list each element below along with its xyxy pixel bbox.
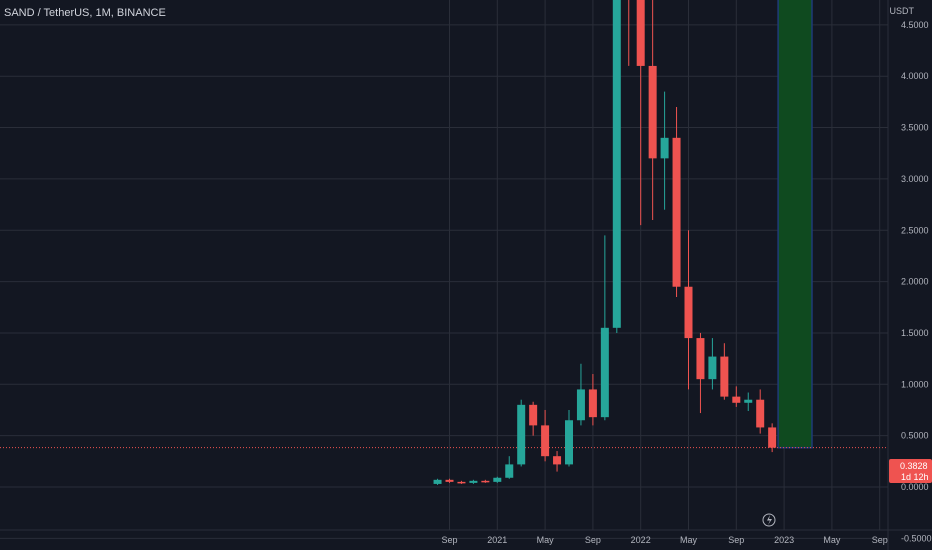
candle [565,409,573,467]
candle [541,409,550,462]
candle [720,343,729,400]
candle-body [648,65,657,159]
candle-body [541,425,550,457]
price-badge-value: 0.3828 [900,461,928,471]
projection-box[interactable] [777,0,813,449]
candle [588,374,597,426]
price-badge-countdown: 1d 12h [901,472,929,482]
candle-body [517,404,526,465]
y-tick-label: 0.0000 [901,482,929,492]
x-tick-label: Sep [728,535,744,545]
y-tick-label: 1.0000 [901,379,929,389]
candle-body [469,480,478,483]
candle [433,478,442,485]
x-tick-label: 2021 [487,535,507,545]
candle [445,478,454,483]
candle-body [445,479,454,482]
candle [529,401,538,436]
x-tick-label: Sep [441,535,457,545]
candle-body [660,137,669,159]
y-tick-label: -0.5000 [901,533,932,543]
x-tick-label: 2022 [631,535,651,545]
y-tick-label: 0.5000 [901,431,929,441]
x-tick-label: Sep [585,535,601,545]
candle [457,480,466,484]
price-badge-bg [889,459,932,483]
candle-body [696,338,705,380]
candle [684,230,693,390]
candle [493,476,502,483]
candle-body [433,479,442,484]
candle [696,332,705,414]
candle [553,451,562,472]
candle-body [553,456,562,465]
candle-body [600,327,609,418]
candle-body [565,420,573,465]
candle-body [481,480,490,483]
candle [612,0,621,333]
time-axis[interactable]: Sep 2021 May Sep 2022 May Sep 2023 May Sep [441,535,887,545]
candle [708,338,717,390]
x-tick-label: 2023 [774,535,794,545]
y-tick-label: 2.0000 [901,277,929,287]
candle-body [720,356,729,397]
lightning-icon[interactable] [762,513,776,527]
x-tick-label: May [680,535,698,545]
candle-body [576,389,585,421]
candle [744,392,753,412]
candle [517,399,526,467]
candle-body [493,477,502,482]
y-tick-label: 3.5000 [901,123,929,133]
candle-body [529,404,538,426]
candle [576,363,585,426]
candle-body [732,396,741,403]
candle-body [768,427,777,448]
price-axis[interactable]: -0.5000 0.0000 0.5000 1.0000 1.5000 2.0000 2.5… [901,0,932,543]
candle [505,456,514,479]
axis-unit-label: USDT [889,6,915,16]
candle [636,0,645,226]
candle-body [756,399,765,428]
candle [469,479,478,484]
y-tick-label: 3.0000 [901,174,929,184]
candle [628,0,630,66]
candle-body [588,389,597,418]
candles [433,0,777,485]
candle-body [636,0,645,66]
candle-body [684,286,693,339]
candle [600,235,609,421]
candle-body [708,356,717,380]
projection-rectangle[interactable] [777,0,813,449]
y-tick-label: 4.5000 [901,20,929,30]
candle [660,91,669,210]
candle-body [672,137,681,287]
candle [756,389,765,434]
x-tick-label: Sep [872,535,888,545]
y-tick-label: 1.5000 [901,328,929,338]
candle-body [505,464,514,478]
candle-body [744,399,753,403]
candle [481,479,490,483]
y-tick-label: 2.5000 [901,225,929,235]
candle-body [457,481,466,484]
candle-body [612,0,621,328]
x-tick-label: May [823,535,841,545]
chart-title: SAND / TetherUS, 1M, BINANCE [4,7,166,19]
x-tick-label: May [537,535,555,545]
price-badge: 0.3828 1d 12h [889,459,932,483]
candle [672,107,681,298]
y-tick-label: 4.0000 [901,71,929,81]
candle [732,386,741,407]
candle [768,423,777,453]
candle [648,0,657,220]
